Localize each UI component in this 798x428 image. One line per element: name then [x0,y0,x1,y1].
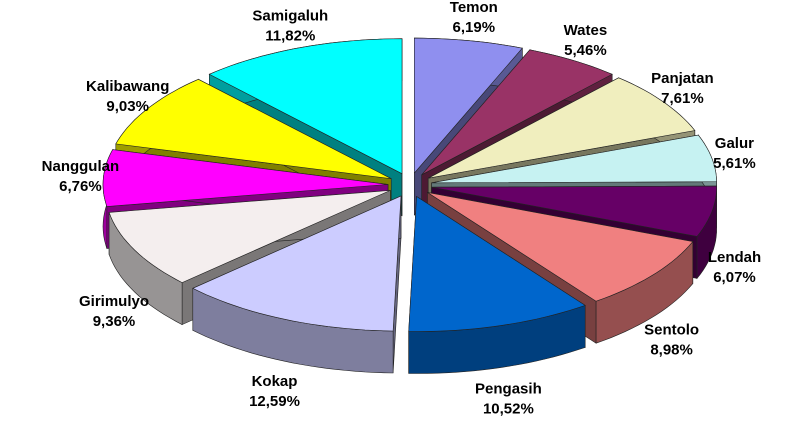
slice [108,190,391,283]
slice-label: Kokap [252,373,298,390]
slice-value-label: 12,59% [249,393,300,410]
slice-value-label: 10,52% [483,400,534,417]
slice-value-label: 6,07% [713,269,756,286]
slice-value-label: 7,61% [661,90,704,107]
slice [413,37,523,174]
slice-value-label: 9,03% [106,98,149,115]
slice [208,38,403,175]
slice [115,78,392,179]
slice-value-label: 6,19% [453,19,496,36]
slice [431,185,717,237]
slice-value-label: 5,61% [713,155,756,172]
slice-value-label: 6,76% [59,178,102,195]
slice-label: Lendah [708,249,761,266]
slice-label: Galur [715,135,754,152]
slice [427,192,694,302]
slice-label: Girimulyo [79,293,149,310]
slice-label: Panjatan [651,70,714,87]
slice-value-label: 5,46% [564,42,607,59]
slice [192,195,402,332]
slice [431,134,717,184]
slice-label: Kalibawang [86,78,169,95]
slice-label: Wates [564,22,608,39]
slice [102,149,389,207]
slice-label: Pengasih [475,380,542,397]
slice [421,49,613,176]
slice-value-label: 8,98% [650,342,693,359]
slice [408,195,586,332]
slice [428,77,696,179]
slice-value-label: 9,36% [93,313,136,330]
slice-label: Sentolo [644,322,699,339]
slice-label: Samigaluh [252,8,328,25]
slice-label: Nanggulan [42,158,120,175]
slice-value-label: 11,82% [265,28,315,45]
slice-label: Temon [450,0,498,16]
